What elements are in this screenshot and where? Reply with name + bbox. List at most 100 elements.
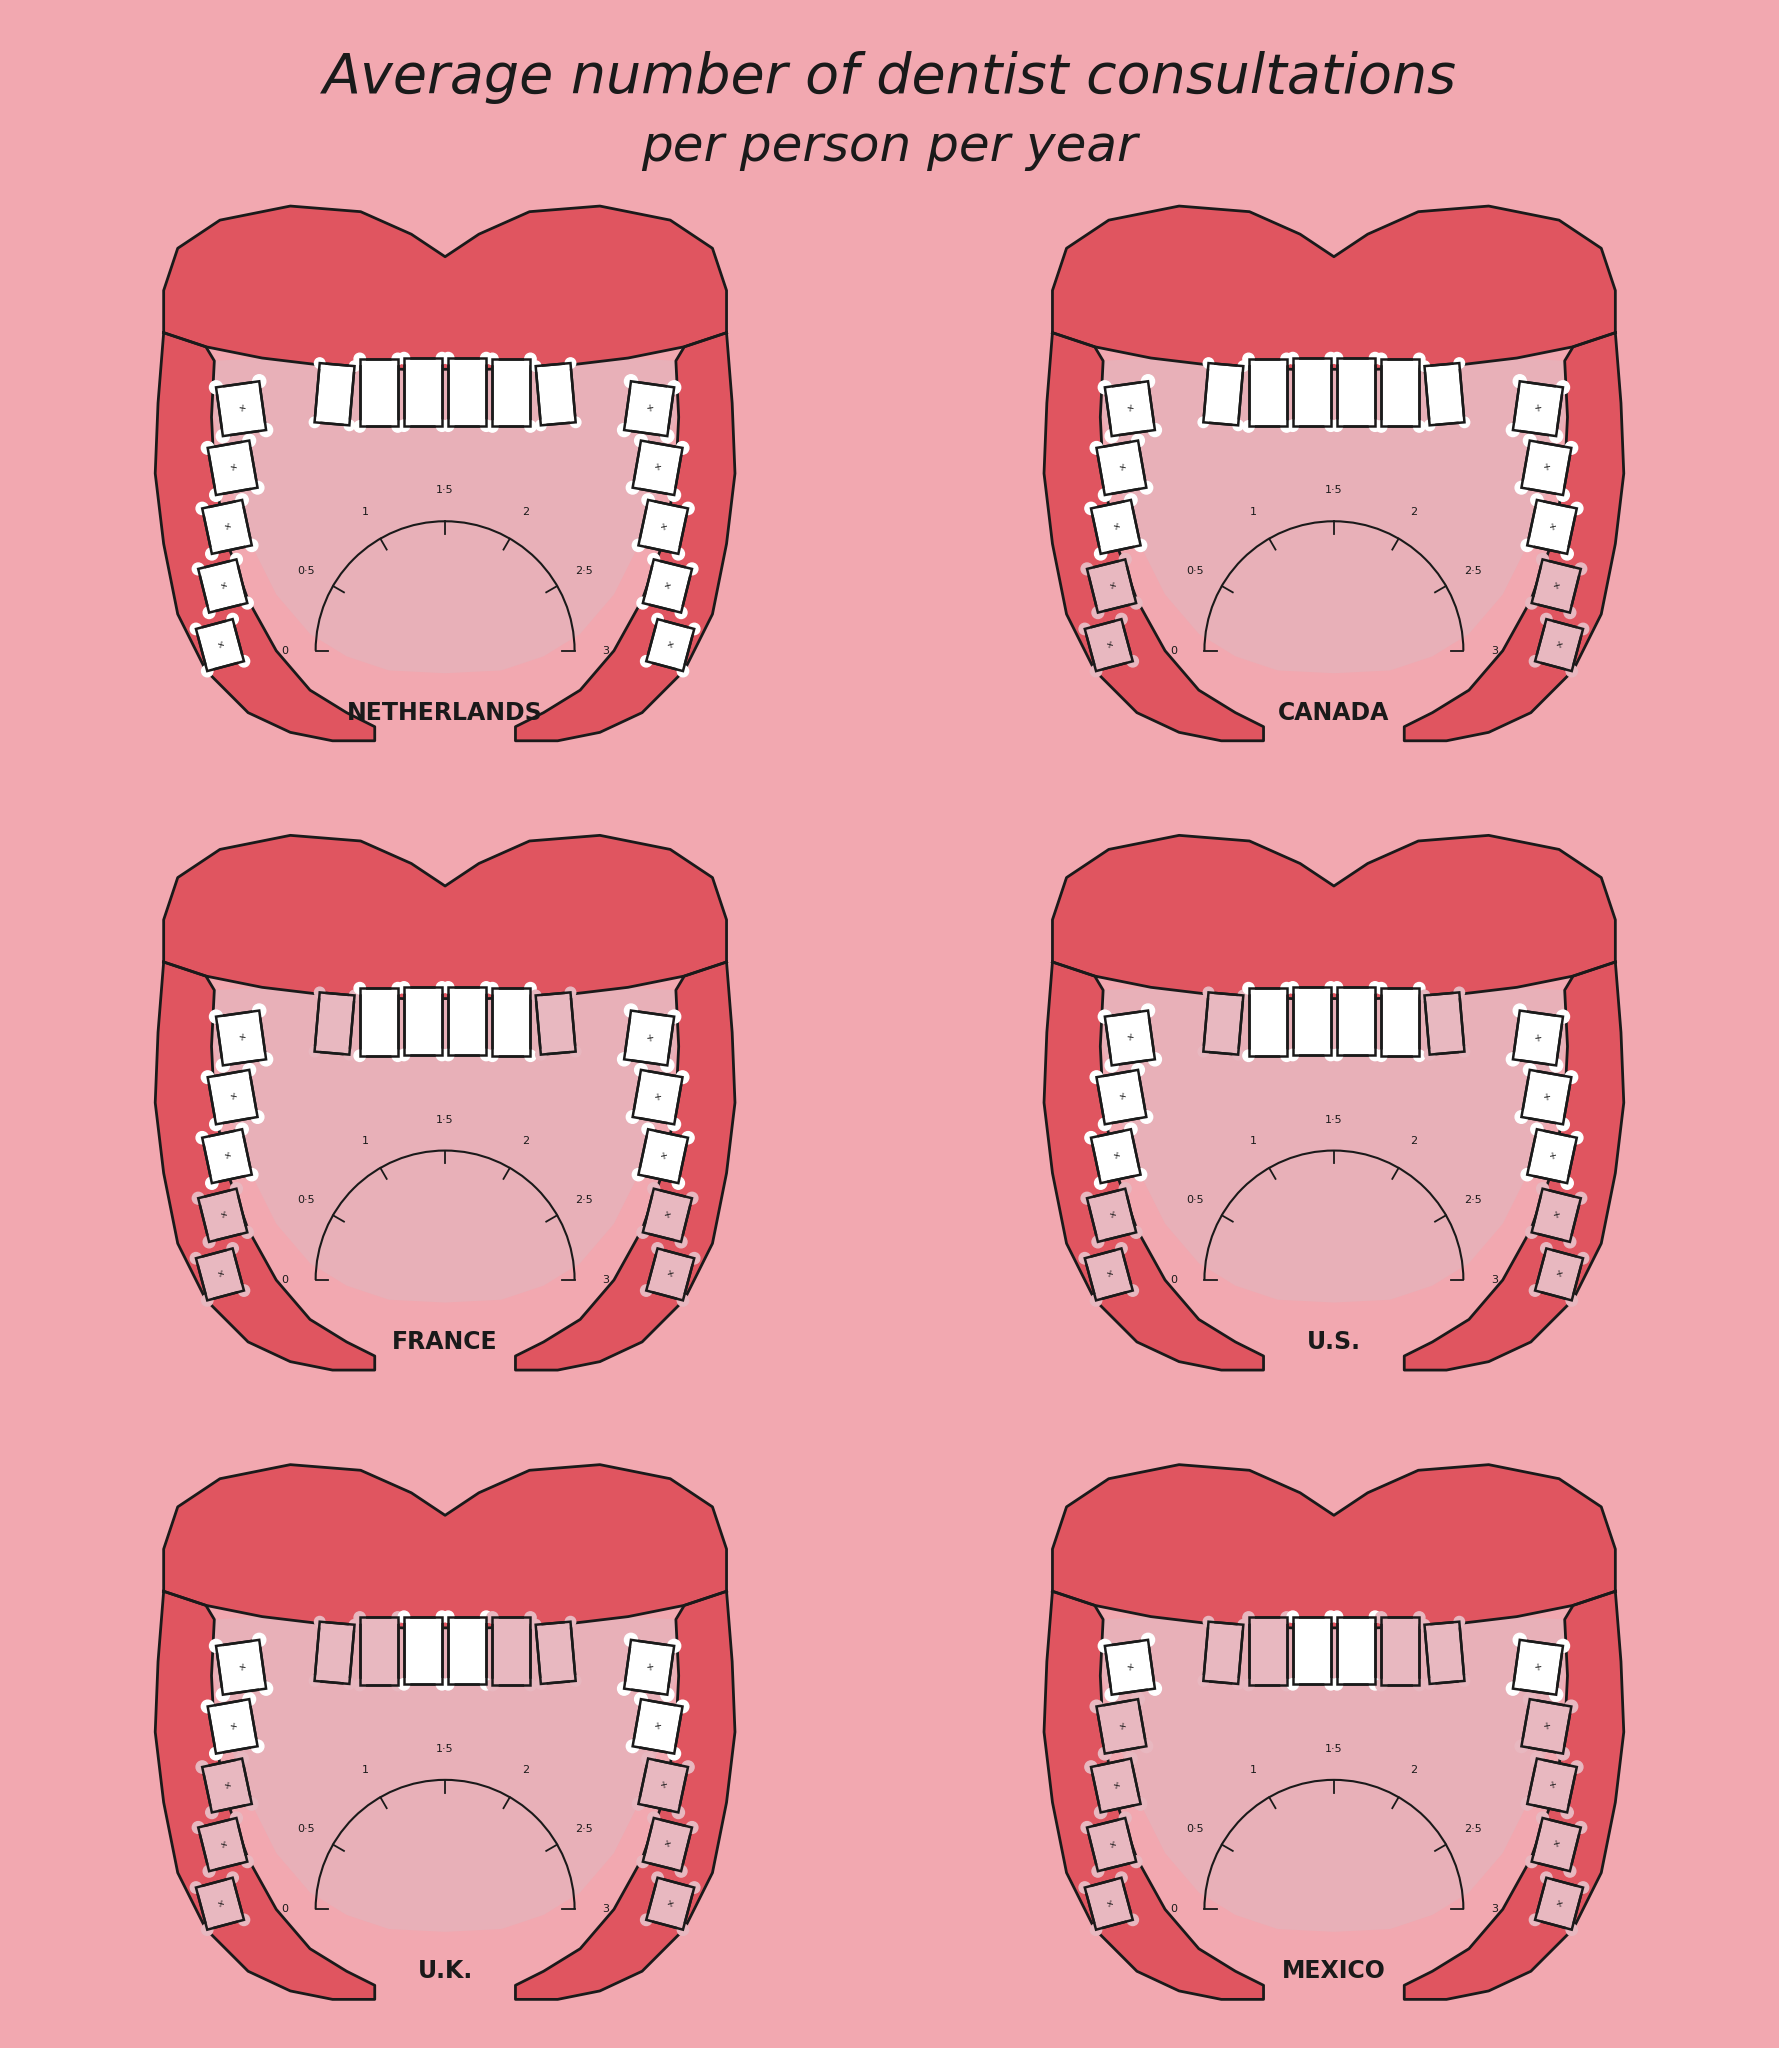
Circle shape	[1098, 381, 1112, 393]
Circle shape	[1325, 352, 1336, 365]
Circle shape	[354, 1612, 365, 1624]
Circle shape	[676, 1071, 688, 1083]
Circle shape	[667, 1010, 681, 1024]
Circle shape	[343, 420, 354, 430]
Circle shape	[1244, 420, 1254, 432]
Circle shape	[1414, 420, 1425, 432]
Circle shape	[1526, 1227, 1537, 1239]
Circle shape	[1094, 1178, 1107, 1190]
Polygon shape	[1249, 1618, 1286, 1686]
Polygon shape	[1293, 358, 1331, 426]
Circle shape	[228, 1872, 238, 1884]
Polygon shape	[1425, 993, 1464, 1055]
Text: +: +	[1103, 1898, 1114, 1909]
Circle shape	[436, 1679, 448, 1690]
Circle shape	[1530, 494, 1542, 506]
Circle shape	[1142, 1004, 1155, 1018]
Text: +: +	[662, 580, 672, 592]
Text: +: +	[237, 1661, 246, 1673]
Circle shape	[1414, 352, 1425, 365]
Polygon shape	[155, 332, 375, 741]
Circle shape	[1526, 598, 1537, 608]
Circle shape	[201, 1071, 213, 1083]
Circle shape	[391, 1612, 404, 1624]
Circle shape	[206, 1806, 219, 1819]
Circle shape	[228, 614, 238, 625]
Circle shape	[217, 1059, 229, 1071]
Polygon shape	[1105, 1640, 1155, 1694]
Text: 1·5: 1·5	[436, 1745, 454, 1753]
Circle shape	[1115, 1243, 1128, 1253]
Polygon shape	[646, 1878, 694, 1929]
Circle shape	[1203, 1616, 1213, 1626]
Text: +: +	[1542, 1720, 1551, 1733]
Circle shape	[1233, 1049, 1244, 1061]
Circle shape	[640, 1284, 651, 1296]
Text: 0: 0	[281, 1905, 288, 1915]
Circle shape	[1557, 1118, 1569, 1130]
Polygon shape	[1087, 1188, 1137, 1241]
Polygon shape	[535, 362, 576, 426]
Circle shape	[1135, 539, 1147, 551]
Circle shape	[626, 1110, 639, 1122]
Circle shape	[1414, 1612, 1425, 1624]
Circle shape	[678, 666, 688, 676]
Text: 2·5: 2·5	[575, 565, 592, 575]
Circle shape	[632, 1169, 644, 1182]
Circle shape	[637, 1227, 649, 1239]
Text: +: +	[1103, 1268, 1114, 1280]
Polygon shape	[196, 618, 244, 672]
Circle shape	[525, 420, 535, 432]
Circle shape	[391, 420, 404, 432]
Text: +: +	[217, 1210, 228, 1221]
Polygon shape	[213, 987, 676, 1303]
Text: +: +	[222, 520, 231, 532]
Circle shape	[1092, 1866, 1103, 1878]
Circle shape	[1420, 989, 1430, 1001]
Polygon shape	[493, 358, 530, 426]
Circle shape	[681, 502, 694, 514]
Circle shape	[210, 489, 222, 502]
Circle shape	[667, 1747, 681, 1759]
Circle shape	[201, 666, 213, 676]
Circle shape	[624, 375, 637, 387]
Circle shape	[1566, 1294, 1578, 1307]
Circle shape	[1370, 352, 1381, 365]
Circle shape	[1244, 352, 1254, 365]
Circle shape	[487, 420, 498, 432]
Circle shape	[201, 1294, 213, 1307]
Circle shape	[1514, 1004, 1526, 1018]
Polygon shape	[1105, 381, 1155, 436]
Circle shape	[535, 1679, 546, 1690]
Circle shape	[206, 547, 219, 559]
Circle shape	[1578, 623, 1589, 635]
Polygon shape	[1091, 1128, 1140, 1184]
Circle shape	[1375, 352, 1388, 365]
Text: +: +	[1124, 403, 1135, 414]
Circle shape	[1281, 1612, 1292, 1624]
Text: 1: 1	[1251, 1765, 1258, 1776]
Circle shape	[1119, 1812, 1131, 1825]
Text: +: +	[658, 1780, 669, 1792]
Circle shape	[1130, 598, 1142, 608]
Circle shape	[1091, 1071, 1103, 1083]
Polygon shape	[203, 1128, 253, 1184]
Polygon shape	[1053, 836, 1615, 999]
Circle shape	[1325, 420, 1336, 432]
Circle shape	[192, 563, 205, 575]
Text: +: +	[1117, 463, 1126, 473]
Circle shape	[190, 1882, 201, 1892]
Polygon shape	[1087, 1819, 1137, 1872]
Circle shape	[310, 1675, 320, 1686]
Polygon shape	[633, 1069, 683, 1124]
Text: 1·5: 1·5	[1325, 1745, 1343, 1753]
Circle shape	[676, 1237, 687, 1247]
Text: +: +	[222, 1780, 231, 1792]
Circle shape	[1325, 981, 1336, 993]
Circle shape	[1557, 381, 1569, 393]
Circle shape	[1414, 1051, 1425, 1061]
Circle shape	[487, 1051, 498, 1061]
Circle shape	[1425, 420, 1436, 430]
Circle shape	[525, 352, 535, 365]
Polygon shape	[155, 1591, 375, 1999]
